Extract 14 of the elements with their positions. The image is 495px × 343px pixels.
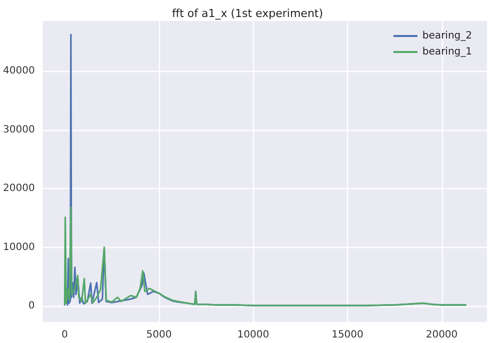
x-tick-label: 15000 [332, 330, 364, 340]
line-series [64, 206, 468, 306]
legend-label: bearing_2 [422, 30, 472, 42]
chart-title: fft of a1_x (1st experiment) [172, 7, 324, 20]
x-tick-label: 20000 [426, 330, 458, 340]
y-tick-label: 0 [28, 300, 35, 312]
y-tick-label: 40000 [3, 65, 35, 76]
y-tick-label: 20000 [3, 183, 35, 194]
y-tick-label: 10000 [3, 242, 35, 253]
y-tick-label: 30000 [3, 124, 35, 136]
legend-label: bearing_1 [422, 46, 472, 58]
x-tick-label: 10000 [237, 330, 270, 340]
x-tick-label: 5000 [146, 330, 172, 340]
x-tick-label: 0 [61, 330, 68, 340]
